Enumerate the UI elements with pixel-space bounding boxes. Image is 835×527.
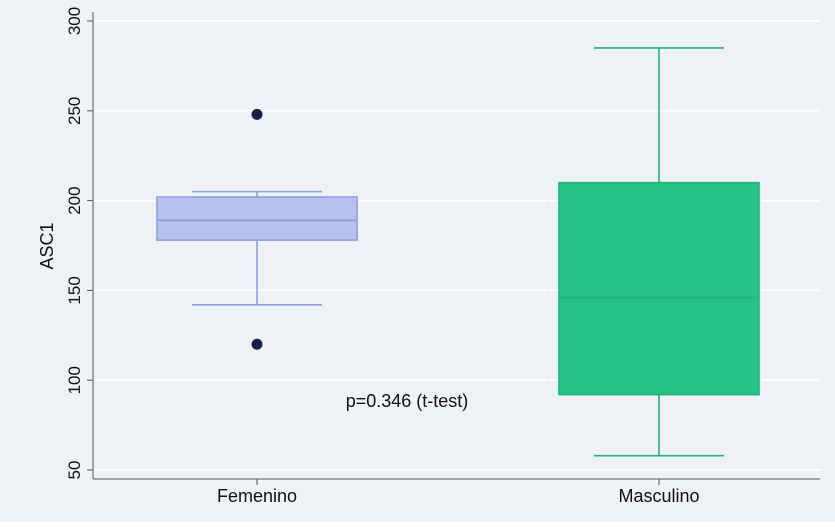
box-masculino (558, 47, 760, 457)
y-tick-label: 200 (65, 186, 84, 214)
y-tick-label: 300 (65, 7, 84, 35)
box-layer (156, 47, 760, 457)
category-label: Femenino (217, 486, 297, 506)
y-tick-label: 150 (65, 276, 84, 304)
axis-layer: 50 100 150 200 250 300 Femenino Masculino (65, 7, 820, 506)
y-axis-label: ASC1 (37, 222, 57, 269)
outlier-point (251, 108, 263, 120)
iqr-box (558, 181, 760, 396)
category-label: Masculino (618, 486, 699, 506)
y-tick-label: 250 (65, 97, 84, 125)
iqr-box (156, 196, 358, 241)
y-tick-label: 50 (65, 461, 84, 480)
box-femenino (156, 108, 358, 350)
y-tick-label: 100 (65, 366, 84, 394)
outlier-point (251, 338, 263, 350)
p-value-annotation: p=0.346 (t-test) (346, 391, 469, 411)
